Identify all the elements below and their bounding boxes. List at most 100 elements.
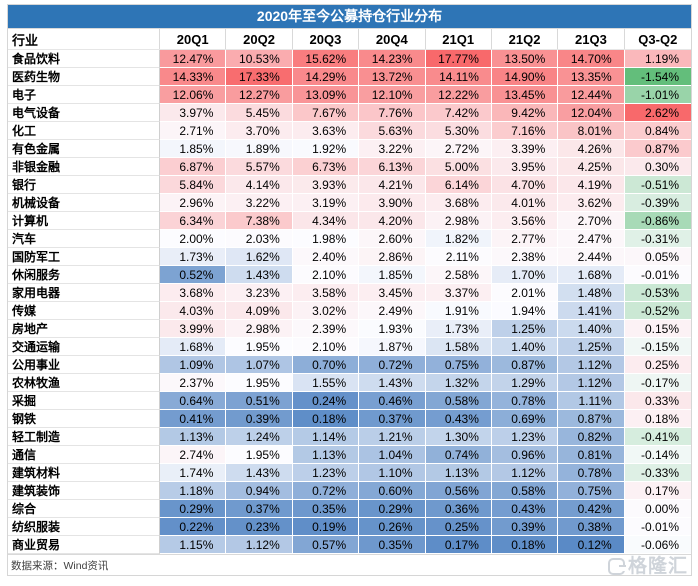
industry-label: 有色金属 [8, 140, 160, 158]
footer-row: 数据来源：Wind资讯 [8, 554, 691, 575]
holding-value-cell: 2.37% [160, 374, 227, 392]
holding-value-cell: 2.72% [425, 140, 492, 158]
holding-value-cell: 2.39% [292, 320, 360, 338]
holding-value-cell: 1.23% [292, 464, 360, 482]
holding-value-cell: 0.37% [359, 410, 426, 428]
holding-value-cell: 0.39% [491, 518, 559, 536]
table-row: 商业贸易 1.15% 1.12% 0.57% 0.35% 0.17% 0.18% 0.12% -… [8, 536, 691, 554]
holding-value-cell: 8.01% [558, 122, 625, 140]
holding-value-cell: 0.87% [558, 410, 625, 428]
holding-value-cell: 4.09% [226, 302, 293, 320]
holding-value-cell: 4.26% [558, 140, 625, 158]
table-row: 国防军工 1.73% 1.62% 2.40% 2.86% 2.11% 2.38% 2.44% 0… [8, 248, 691, 266]
table-row: 建筑装饰 1.18% 0.94% 0.72% 0.60% 0.56% 0.58% 0.75% 0… [8, 482, 691, 500]
table-row: 家用电器 3.68% 3.23% 3.58% 3.45% 3.37% 2.01% 1.48% -… [8, 284, 691, 302]
holding-value-cell: 2.11% [425, 248, 492, 266]
holding-value-cell: 0.18% [292, 410, 360, 428]
holding-value-cell: 0.69% [491, 410, 559, 428]
holding-value-cell: 2.98% [425, 212, 492, 230]
holding-value-cell: 2.44% [558, 248, 625, 266]
holding-value-cell: 0.24% [292, 392, 360, 410]
holding-value-cell: 1.55% [292, 374, 360, 392]
table-row: 非银金融 6.87% 5.57% 6.73% 6.13% 5.00% 3.95% 4.25% 0… [8, 158, 691, 176]
holding-value-cell: 0.29% [359, 500, 426, 518]
table-row: 机械设备 2.96% 3.22% 3.19% 3.90% 3.68% 4.01% 3.62% -… [8, 194, 691, 212]
column-header-quarter: 20Q2 [226, 29, 293, 49]
holding-value-cell: 12.04% [558, 104, 625, 122]
holding-value-cell: 2.40% [292, 248, 360, 266]
holding-value-cell: 7.67% [292, 104, 360, 122]
holding-value-cell: 0.64% [160, 392, 227, 410]
table-body: 食品饮料 12.47% 10.53% 15.62% 14.23% 17.77% 13.50%… [8, 50, 691, 554]
industry-label: 纺织服装 [8, 518, 160, 536]
holding-value-cell: 1.94% [491, 302, 559, 320]
delta-value-cell: 0.00% [624, 500, 691, 518]
delta-value-cell: -0.01% [624, 518, 691, 536]
holding-value-cell: 3.39% [491, 140, 559, 158]
fund-holdings-heatmap-table: 2020年至今公募持仓行业分布 行业 20Q1 20Q2 20Q3 20Q4 21Q1 2… [7, 4, 692, 576]
delta-value-cell: -0.31% [624, 230, 691, 248]
holding-value-cell: 3.37% [425, 284, 492, 302]
industry-label: 电子 [8, 86, 160, 104]
holding-value-cell: 3.68% [425, 194, 492, 212]
holding-value-cell: 3.19% [292, 194, 360, 212]
holding-value-cell: 1.93% [359, 320, 426, 338]
holding-value-cell: 3.58% [292, 284, 360, 302]
industry-label: 农林牧渔 [8, 374, 160, 392]
holding-value-cell: 0.70% [292, 356, 360, 374]
industry-label: 钢铁 [8, 410, 160, 428]
holding-value-cell: 12.47% [160, 50, 227, 68]
delta-value-cell: 2.62% [624, 104, 691, 122]
holding-value-cell: 1.92% [292, 140, 360, 158]
holding-value-cell: 6.87% [160, 158, 227, 176]
table-row: 有色金属 1.85% 1.89% 1.92% 3.22% 2.72% 3.39% 4.26% 0… [8, 140, 691, 158]
holding-value-cell: 1.09% [160, 356, 227, 374]
holding-value-cell: 0.37% [226, 500, 293, 518]
holding-value-cell: 1.43% [359, 374, 426, 392]
holding-value-cell: 3.95% [491, 158, 559, 176]
industry-label: 建筑材料 [8, 464, 160, 482]
holding-value-cell: 0.46% [359, 392, 426, 410]
holding-value-cell: 9.42% [491, 104, 559, 122]
holding-value-cell: 7.16% [491, 122, 559, 140]
delta-value-cell: -0.17% [624, 374, 691, 392]
holding-value-cell: 3.63% [292, 122, 360, 140]
holding-value-cell: 0.35% [359, 536, 426, 554]
delta-value-cell: 0.17% [624, 482, 691, 500]
table-row: 轻工制造 1.13% 1.24% 1.14% 1.21% 1.30% 1.23% 0.82% -… [8, 428, 691, 446]
holding-value-cell: 0.57% [292, 536, 360, 554]
holding-value-cell: 14.70% [558, 50, 625, 68]
holding-value-cell: 2.71% [160, 122, 227, 140]
holding-value-cell: 0.12% [558, 536, 625, 554]
holding-value-cell: 3.45% [359, 284, 426, 302]
industry-label: 休闲服务 [8, 266, 160, 284]
holding-value-cell: 1.23% [491, 428, 559, 446]
delta-value-cell: -0.52% [624, 302, 691, 320]
industry-label: 综合 [8, 500, 160, 518]
holding-value-cell: 2.58% [425, 266, 492, 284]
delta-value-cell: -0.33% [624, 464, 691, 482]
holding-value-cell: 14.23% [359, 50, 426, 68]
holding-value-cell: 1.14% [292, 428, 360, 446]
table-row: 公用事业 1.09% 1.07% 0.70% 0.72% 0.75% 0.87% 1.12% 0… [8, 356, 691, 374]
column-header-quarter: 20Q4 [359, 29, 426, 49]
holding-value-cell: 0.41% [160, 410, 227, 428]
holding-value-cell: 0.25% [425, 518, 492, 536]
table-row: 农林牧渔 2.37% 1.95% 1.55% 1.43% 1.32% 1.29% 1.12% -… [8, 374, 691, 392]
holding-value-cell: 13.09% [292, 86, 360, 104]
holding-value-cell: 0.94% [226, 482, 293, 500]
data-source-label: 数据来源：Wind资讯 [11, 559, 109, 572]
holding-value-cell: 0.81% [558, 446, 625, 464]
holding-value-cell: 13.35% [558, 68, 625, 86]
holding-value-cell: 1.85% [359, 266, 426, 284]
holding-value-cell: 0.42% [558, 500, 625, 518]
holding-value-cell: 0.19% [292, 518, 360, 536]
holding-value-cell: 0.22% [160, 518, 227, 536]
holding-value-cell: 0.17% [425, 536, 492, 554]
holding-value-cell: 1.21% [359, 428, 426, 446]
industry-label: 机械设备 [8, 194, 160, 212]
holding-value-cell: 5.57% [226, 158, 293, 176]
holding-value-cell: 2.77% [491, 230, 559, 248]
holding-value-cell: 0.58% [425, 392, 492, 410]
column-header-quarter: 21Q1 [426, 29, 492, 49]
